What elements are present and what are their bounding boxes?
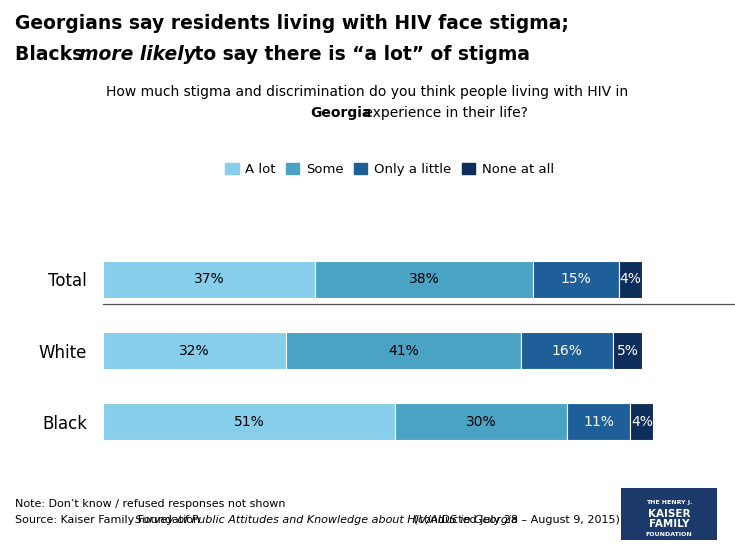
Text: Survey of Public Attitudes and Knowledge about HIV/AIDS in Georgia: Survey of Public Attitudes and Knowledge… [135,515,517,525]
Text: Blacks: Blacks [15,45,90,64]
Text: (conducted July 28 – August 9, 2015): (conducted July 28 – August 9, 2015) [410,515,620,525]
Text: Georgians say residents living with HIV face stigma;: Georgians say residents living with HIV … [15,14,569,33]
Text: Source: Kaiser Family Foundation: Source: Kaiser Family Foundation [15,515,204,525]
Text: more likely: more likely [79,45,196,64]
Bar [631,403,653,440]
Text: 11%: 11% [584,415,614,429]
Bar [533,261,619,298]
Bar [395,403,567,440]
Text: 37%: 37% [193,272,224,287]
Bar [315,261,533,298]
Legend: A lot, Some, Only a little, None at all: A lot, Some, Only a little, None at all [226,163,553,176]
Text: 32%: 32% [179,343,210,358]
Text: THE HENRY J.: THE HENRY J. [645,500,692,505]
Bar [103,332,287,369]
Text: Georgia: Georgia [310,106,372,120]
Text: 38%: 38% [409,272,440,287]
Bar [613,332,642,369]
Bar [287,332,521,369]
Text: FOUNDATION: FOUNDATION [645,532,692,537]
Text: 16%: 16% [552,343,583,358]
Text: How much stigma and discrimination do you think people living with HIV in: How much stigma and discrimination do yo… [107,85,628,99]
Bar [521,332,613,369]
Text: experience in their life?: experience in their life? [360,106,528,120]
Text: Note: Don’t know / refused responses not shown: Note: Don’t know / refused responses not… [15,499,285,509]
Text: 15%: 15% [561,272,591,287]
Text: 5%: 5% [617,343,639,358]
Bar [103,403,395,440]
Text: FAMILY: FAMILY [648,519,689,530]
Text: 30%: 30% [466,415,497,429]
Text: KAISER: KAISER [648,509,690,519]
Text: to say there is “a lot” of stigma: to say there is “a lot” of stigma [188,45,530,64]
Bar [567,403,631,440]
Text: 4%: 4% [631,415,653,429]
Bar [103,261,315,298]
Text: 51%: 51% [234,415,265,429]
Text: 4%: 4% [620,272,641,287]
Bar [619,261,642,298]
Text: 41%: 41% [389,343,419,358]
